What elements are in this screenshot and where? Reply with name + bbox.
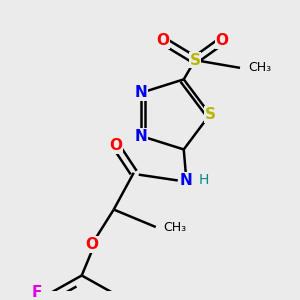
Text: CH₃: CH₃ — [248, 61, 271, 74]
Text: N: N — [135, 85, 148, 100]
Text: S: S — [205, 107, 215, 122]
Text: O: O — [215, 33, 229, 48]
Text: N: N — [135, 129, 148, 144]
Text: CH₃: CH₃ — [164, 220, 187, 233]
Text: H: H — [199, 173, 209, 188]
Text: S: S — [190, 52, 200, 68]
Text: N: N — [179, 173, 192, 188]
Text: O: O — [109, 138, 122, 153]
Text: F: F — [32, 285, 42, 300]
Text: O: O — [157, 33, 169, 48]
Text: O: O — [85, 237, 98, 252]
